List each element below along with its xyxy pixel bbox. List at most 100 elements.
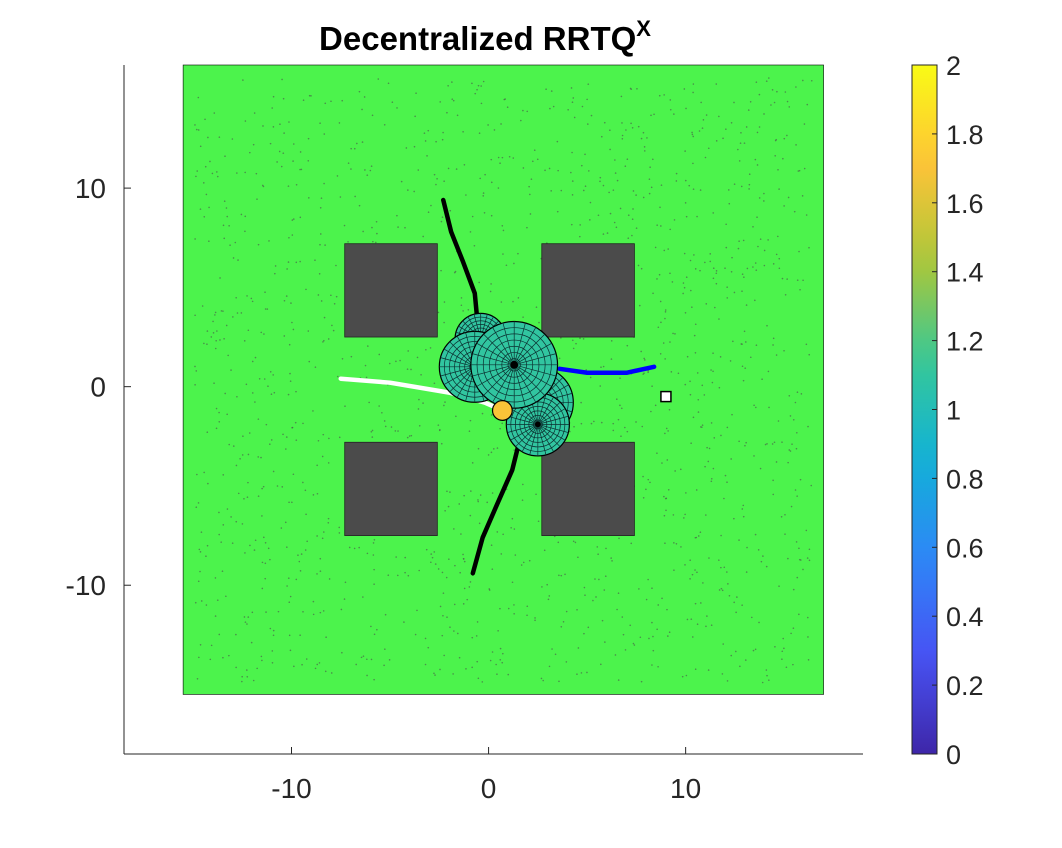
sphere-spoke <box>529 424 539 455</box>
sampled-node <box>755 344 758 347</box>
sampled-node <box>641 425 644 428</box>
sampled-node <box>370 165 373 167</box>
sampled-node <box>249 151 251 154</box>
sampled-node <box>482 80 485 83</box>
sampled-node <box>226 413 228 416</box>
sampled-node <box>551 648 553 650</box>
sampled-node <box>558 357 561 360</box>
sampled-node <box>316 535 318 537</box>
sampled-node <box>572 97 575 99</box>
sampled-node <box>312 410 314 412</box>
sampled-node <box>366 658 368 661</box>
sampled-node <box>220 541 222 543</box>
sampled-node <box>755 81 758 83</box>
sampled-node <box>579 235 581 238</box>
sampled-node <box>691 133 694 136</box>
sampled-node <box>424 663 427 666</box>
sampled-node <box>418 424 421 427</box>
sampled-node <box>285 295 288 297</box>
sampled-node <box>455 415 457 418</box>
sampled-node <box>220 310 223 312</box>
sampled-node <box>596 546 599 548</box>
sampled-node <box>689 578 691 580</box>
sampled-node <box>741 604 743 606</box>
sampled-node <box>247 453 250 456</box>
sampled-node <box>684 150 686 152</box>
sampled-node <box>490 214 493 217</box>
sampled-node <box>631 218 634 220</box>
sampled-node <box>214 314 216 316</box>
goal-marker <box>660 390 672 403</box>
sampled-node <box>422 235 424 238</box>
sampled-node <box>272 374 275 376</box>
sampled-node <box>247 329 250 332</box>
sampled-node <box>565 661 568 663</box>
sampled-node <box>584 153 586 156</box>
sampled-node <box>208 206 210 209</box>
sampled-node <box>320 300 323 302</box>
sphere-spoke <box>476 342 515 366</box>
sampled-node <box>463 560 466 563</box>
sampled-node <box>615 226 618 229</box>
sampled-node <box>597 214 600 217</box>
sampled-node <box>213 112 216 114</box>
sampled-node <box>493 448 495 450</box>
sampled-node <box>683 286 686 289</box>
sampled-node <box>404 571 406 574</box>
sampled-node <box>535 306 538 308</box>
sampled-node <box>302 99 305 102</box>
sampled-node <box>701 424 704 426</box>
sampled-node <box>699 531 702 533</box>
sampled-node <box>633 644 636 646</box>
sampled-node <box>710 480 713 483</box>
sampled-node <box>441 138 444 141</box>
sampled-node <box>673 219 676 221</box>
sampled-node <box>533 149 536 152</box>
sphere-spoke <box>476 364 515 387</box>
sampled-node <box>449 209 452 212</box>
sampled-node <box>468 586 471 588</box>
sampled-node <box>665 497 668 500</box>
sampled-node <box>564 573 566 576</box>
sampled-node <box>640 350 642 353</box>
sampled-node <box>244 230 246 233</box>
sampled-node <box>639 636 642 639</box>
sampled-node <box>649 481 651 484</box>
sampled-node <box>599 180 601 183</box>
sampled-node <box>226 215 229 218</box>
sampled-node <box>648 637 650 640</box>
sampled-node <box>565 610 568 613</box>
sampled-node <box>291 321 293 324</box>
sampled-node <box>658 273 661 276</box>
sampled-node <box>499 162 501 165</box>
sampled-node <box>694 268 697 270</box>
sampled-node <box>552 105 555 108</box>
sampled-node <box>600 421 603 424</box>
sampled-node <box>235 666 237 669</box>
sampled-node <box>756 131 759 134</box>
sampled-node <box>700 602 702 604</box>
sampled-node <box>540 677 543 680</box>
sampled-node <box>744 367 747 369</box>
sampled-node <box>460 533 462 535</box>
sampled-node <box>458 503 461 505</box>
sampled-node <box>647 478 650 481</box>
sampled-node <box>449 491 451 493</box>
sampled-node <box>236 172 238 174</box>
sampled-node <box>451 81 453 83</box>
sampled-node <box>572 347 575 350</box>
sampled-node <box>202 182 205 184</box>
sampled-node <box>206 330 209 332</box>
sampled-node <box>740 131 742 134</box>
sampled-node <box>667 635 669 637</box>
sampled-node <box>733 601 735 604</box>
sampled-node <box>576 608 578 611</box>
sampled-node <box>669 341 671 343</box>
sampled-node <box>724 474 727 477</box>
sampled-node <box>780 516 783 518</box>
sampled-node <box>243 616 246 618</box>
sampled-node <box>365 376 368 379</box>
sampled-node <box>332 329 335 332</box>
sampled-node <box>441 216 444 218</box>
sampled-node <box>722 137 724 140</box>
